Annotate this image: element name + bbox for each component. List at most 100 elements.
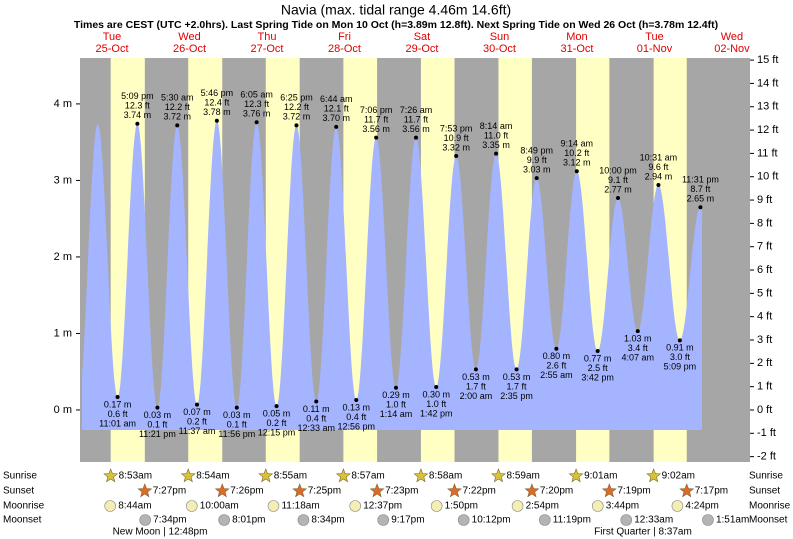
row-time: 10:12pm (472, 515, 511, 526)
tide-label: 2.6 ft (546, 361, 567, 371)
y-tick-label: 4 m (54, 98, 72, 110)
moon-icon (185, 500, 198, 512)
sun-icon (568, 468, 584, 483)
moon-phase: New Moon | 12:48pm (113, 527, 208, 538)
sun-icon (292, 483, 308, 498)
tide-point (454, 153, 459, 158)
tide-label: 6:05 am (240, 90, 273, 100)
tide-point (195, 402, 200, 407)
tide-label: 10:31 am (640, 152, 678, 162)
tide-label: 1.7 ft (466, 381, 487, 391)
tide-point (294, 123, 299, 128)
tide-label: 11:01 am (99, 418, 136, 428)
tide-label: 1:14 am (380, 409, 413, 419)
tide-label: 0.77 m (584, 353, 612, 363)
sun-icon (335, 468, 351, 483)
day-date: 26-Oct (173, 43, 206, 55)
moon-icon (620, 514, 633, 526)
tide-label: 12.4 ft (204, 98, 230, 108)
day-date: 25-Oct (95, 43, 128, 55)
row-time: 3:44pm (606, 501, 639, 512)
row-label: Sunset (749, 486, 780, 497)
tide-label: 11.7 ft (364, 114, 389, 124)
tide-label: 2.77 m (604, 184, 632, 194)
tide-label: 7:26 am (400, 105, 433, 115)
sun-icon (180, 468, 196, 483)
moon-icon (139, 514, 151, 526)
day-name: Tue (645, 31, 664, 43)
sun-icon (369, 483, 385, 498)
tide-label: 3.32 m (442, 142, 470, 152)
chart-subtitle: Times are CEST (UTC +2.0hrs). Last Sprin… (74, 19, 718, 31)
row-time: 7:25pm (308, 486, 341, 497)
tide-label: 9.1 ft (608, 175, 629, 185)
tide-label: 3.03 m (523, 165, 551, 175)
y2-tick-label: 10 ft (757, 171, 778, 183)
tide-label: 6:44 am (320, 94, 353, 104)
tide-label: 10.9 ft (444, 133, 470, 143)
moon-icon (538, 514, 551, 526)
row-time: 7:26pm (230, 486, 263, 497)
sun-icon (258, 468, 274, 483)
tide-label: 0.13 m (342, 402, 370, 412)
tide-point (554, 346, 559, 351)
tide-label: 10:00 pm (599, 165, 637, 175)
tide-label: 11.7 ft (404, 114, 429, 124)
tide-label: 3.56 m (402, 124, 430, 134)
moon-icon (104, 500, 116, 512)
sun-icon (679, 483, 695, 498)
moon-icon (702, 514, 714, 526)
y2-tick-label: 14 ft (757, 77, 778, 89)
row-time: 8:55am (274, 471, 307, 482)
tide-label: 12.2 ft (165, 102, 191, 112)
row-label: Moonset (749, 515, 788, 526)
tide-label: 2:00 am (460, 391, 493, 401)
moon-icon (511, 500, 524, 512)
row-time: 9:01am (584, 471, 617, 482)
day-name: Mon (566, 31, 587, 43)
tide-label: 0.03 m (144, 410, 172, 420)
tide-label: 2:35 pm (500, 391, 533, 401)
day-name: Fri (338, 31, 351, 43)
tide-point (574, 169, 579, 174)
tide-point (635, 329, 640, 334)
row-time: 4:24pm (685, 501, 718, 512)
y2-tick-label: 12 ft (757, 124, 778, 136)
sun-icon (413, 468, 429, 483)
tide-label: 11:21 pm (139, 429, 176, 439)
tide-label: 5:09 pm (664, 362, 697, 372)
day-name: Sun (490, 31, 510, 43)
tide-label: 10.2 ft (564, 148, 590, 158)
tide-point (434, 385, 439, 390)
day-name: Sat (414, 31, 431, 43)
tide-point (214, 118, 219, 123)
y-tick-label: 3 m (54, 174, 72, 186)
tide-label: 3.78 m (203, 107, 231, 117)
day-date: 30-Oct (483, 43, 516, 55)
row-time: 12:37pm (363, 501, 402, 512)
moon-icon (377, 514, 390, 526)
tide-label: 3.0 ft (670, 352, 691, 362)
tide-label: 5:46 pm (201, 88, 234, 98)
tide-point (616, 196, 621, 201)
y2-tick-label: 3 ft (757, 334, 772, 346)
row-time: 1:51am (716, 515, 749, 526)
day-date: 01-Nov (637, 43, 673, 55)
tide-label: 3.70 m (322, 113, 350, 123)
row-time: 8:34pm (311, 515, 344, 526)
row-time: 8:57am (351, 471, 384, 482)
tide-point (234, 405, 239, 410)
tide-label: 1.7 ft (507, 381, 528, 391)
tide-label: 2.94 m (645, 171, 673, 181)
y-tick-label: 0 m (54, 404, 72, 416)
row-time: 11:18am (281, 501, 319, 512)
moon-icon (591, 500, 604, 512)
row-time: 1:50pm (445, 501, 478, 512)
row-label: Sunrise (749, 471, 783, 482)
tide-label: 4:07 am (621, 353, 654, 363)
row-time: 12:33am (634, 515, 673, 526)
day-name: Wed (178, 31, 200, 43)
foreground: Tue25-OctWed26-OctThu27-OctFri28-OctSat2… (3, 31, 791, 526)
tide-label: 0.53 m (462, 372, 490, 382)
